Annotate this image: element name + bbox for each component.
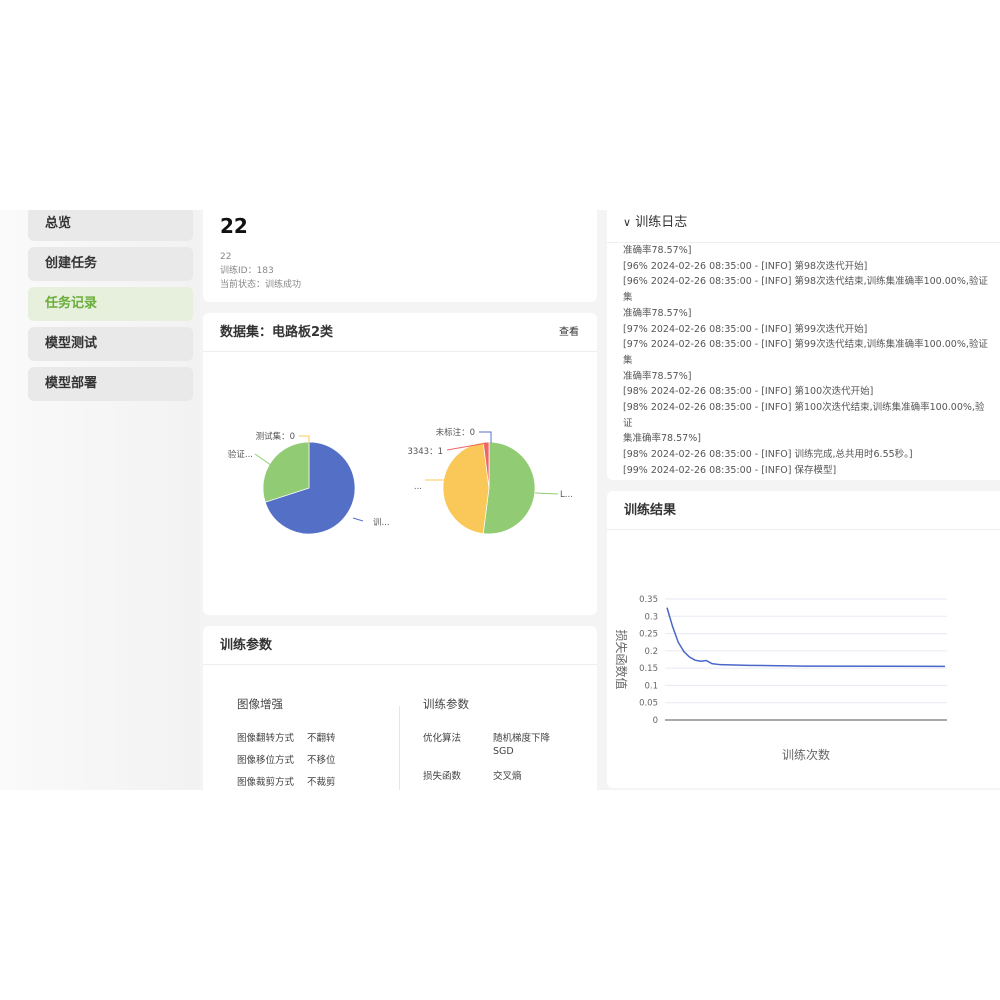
param-key: 图像翻转方式 — [237, 733, 295, 744]
log-line: [98% 2024-02-26 08:35:00 - [INFO] 第100次迭… — [623, 402, 985, 429]
sidebar: 总览 创建任务 任务记录 模型测试 模型部署 — [0, 210, 200, 790]
y-axis-label: 损失函数值 — [614, 629, 629, 689]
y-tick-label: 0.35 — [639, 595, 658, 605]
param-key: 图像移位方式 — [237, 755, 295, 766]
param-value: 不移位 — [307, 755, 336, 766]
log-line: [99% 2024-02-26 08:35:00 - [INFO] 保存模型] — [623, 464, 837, 476]
dataset-header: 数据集：电路板2类 查看 — [203, 313, 597, 352]
y-tick-label: 0.3 — [644, 612, 658, 622]
log-line: [98% 2024-02-26 08:35:00 - [INFO] 训练完成,总… — [623, 449, 913, 461]
pie-slice — [262, 441, 310, 503]
log-line: 准确率78.57%] — [623, 245, 692, 256]
pie-slice — [482, 441, 490, 489]
task-status: 当前状态：训练成功 — [220, 280, 302, 290]
param-key: 优化算法 — [423, 733, 462, 744]
param-value: 不裁剪 — [307, 777, 336, 788]
param-value: SGD — [493, 746, 514, 757]
sidebar-item-model-test[interactable]: 模型测试 — [28, 327, 193, 361]
chevron-down-icon[interactable]: ∨ — [623, 216, 632, 229]
param-key: 损失函数 — [423, 771, 462, 782]
loss-series-line — [666, 607, 946, 668]
log-line: 准确率78.57%] — [623, 307, 692, 319]
sidebar-item-model-deploy[interactable]: 模型部署 — [28, 367, 193, 401]
pie-label: ... — [414, 482, 422, 492]
pie-label: 验证... — [228, 449, 253, 460]
y-tick-label: 0.2 — [644, 647, 658, 657]
pie-slice — [442, 441, 490, 535]
y-tick-label: 0.15 — [639, 664, 658, 674]
dataset-title: 数据集：电路板2类 — [220, 325, 334, 340]
result-card: 训练结果 0 0.05 0.1 0.15 0.2 0.25 0.3 0.35 训练次数 损失函数值 — [607, 491, 1000, 788]
log-content[interactable]: 准确率78.57%] [96% 2024-02-26 08:35:00 - [IN… — [607, 243, 1000, 479]
log-line: [97% 2024-02-26 08:35:00 - [INFO] 第99次迭代… — [623, 323, 868, 335]
log-title: 训练日志 — [635, 215, 688, 230]
augment-title: 图像增强 — [237, 697, 283, 711]
train-id: 训练ID：183 — [220, 266, 274, 276]
pie-label: 未标注：0 — [436, 427, 475, 438]
pie-label-line — [299, 435, 310, 443]
dataset-pie-charts: 训... 验证...测试集：0 L...... 3343：1 未标注：0 — [228, 427, 573, 535]
task-name: 22 — [220, 252, 232, 262]
pie-label: L... — [560, 490, 573, 500]
sidebar-item-create-task[interactable]: 创建任务 — [28, 247, 193, 281]
app: 总览 创建任务 任务记录 模型测试 模型部署 22 22 训练ID：183 当前… — [0, 210, 1000, 790]
log-line: [96% 2024-02-26 08:35:00 - [INFO] 第98次迭代… — [623, 276, 988, 304]
pie-label-line — [446, 442, 488, 451]
y-tick-label: 0 — [653, 716, 658, 726]
divider — [399, 706, 400, 790]
log-line: [98% 2024-02-26 08:35:00 - [INFO] 第100次迭… — [623, 386, 874, 398]
sidebar-item-task-records[interactable]: 任务记录 — [28, 287, 193, 321]
sidebar-item-overview[interactable]: 总览 — [28, 210, 193, 241]
param-value: 交叉熵 — [493, 771, 522, 782]
pie-label-line — [254, 453, 276, 469]
param-key: 图像裁剪方式 — [237, 777, 295, 788]
task-info-card: 22 22 训练ID：183 当前状态：训练成功 — [203, 210, 597, 302]
training-title: 训练参数 — [423, 697, 469, 711]
log-line: 集准确率78.57%] — [623, 433, 701, 445]
dataset-card: 数据集：电路板2类 查看 训... 验证... 测试集：0 L...... 3343：1… — [203, 313, 597, 615]
x-axis-label: 训练次数 — [782, 747, 830, 762]
pie-slice — [482, 441, 536, 535]
y-tick-label: 0.25 — [639, 630, 658, 640]
params-header: 训练参数 — [203, 626, 597, 665]
pie-label: 测试集：0 — [256, 431, 295, 442]
log-line: [96% 2024-02-26 08:35:00 - [INFO] 第98次迭代… — [623, 260, 868, 272]
log-card: ∨ 训练日志 准确率78.57%] [96% 2024-02-26 08:35:0… — [607, 210, 1000, 480]
param-value: 随机梯度下降 — [493, 733, 551, 744]
y-tick-label: 0.05 — [639, 699, 658, 709]
log-line: [97% 2024-02-26 08:35:00 - [INFO] 第99次迭代… — [623, 339, 988, 366]
pie-label-line — [352, 517, 364, 522]
task-title: 22 — [220, 214, 248, 238]
param-value: 不翻转 — [307, 733, 336, 744]
result-header: 训练结果 — [607, 491, 1000, 530]
pie-slice — [264, 441, 356, 535]
params-card: 训练参数 图像增强 图像翻转方式 不翻转 图像移位方式 不移位 图像裁剪方式 不… — [203, 626, 597, 790]
log-header[interactable]: ∨ 训练日志 — [607, 210, 1000, 243]
log-line: 准确率78.57%] — [623, 370, 692, 382]
view-button[interactable]: 查看 — [559, 327, 579, 338]
pie-label: 3343：1 — [407, 447, 443, 457]
pie-label: 训... — [373, 518, 390, 528]
pie-label-line — [479, 431, 492, 443]
pie-label-line — [534, 492, 559, 495]
y-tick-label: 0.1 — [644, 681, 658, 691]
loss-line-chart: 0 0.05 0.1 0.15 0.2 0.25 0.3 0.35 训练次数 损失函数值 — [614, 595, 947, 762]
